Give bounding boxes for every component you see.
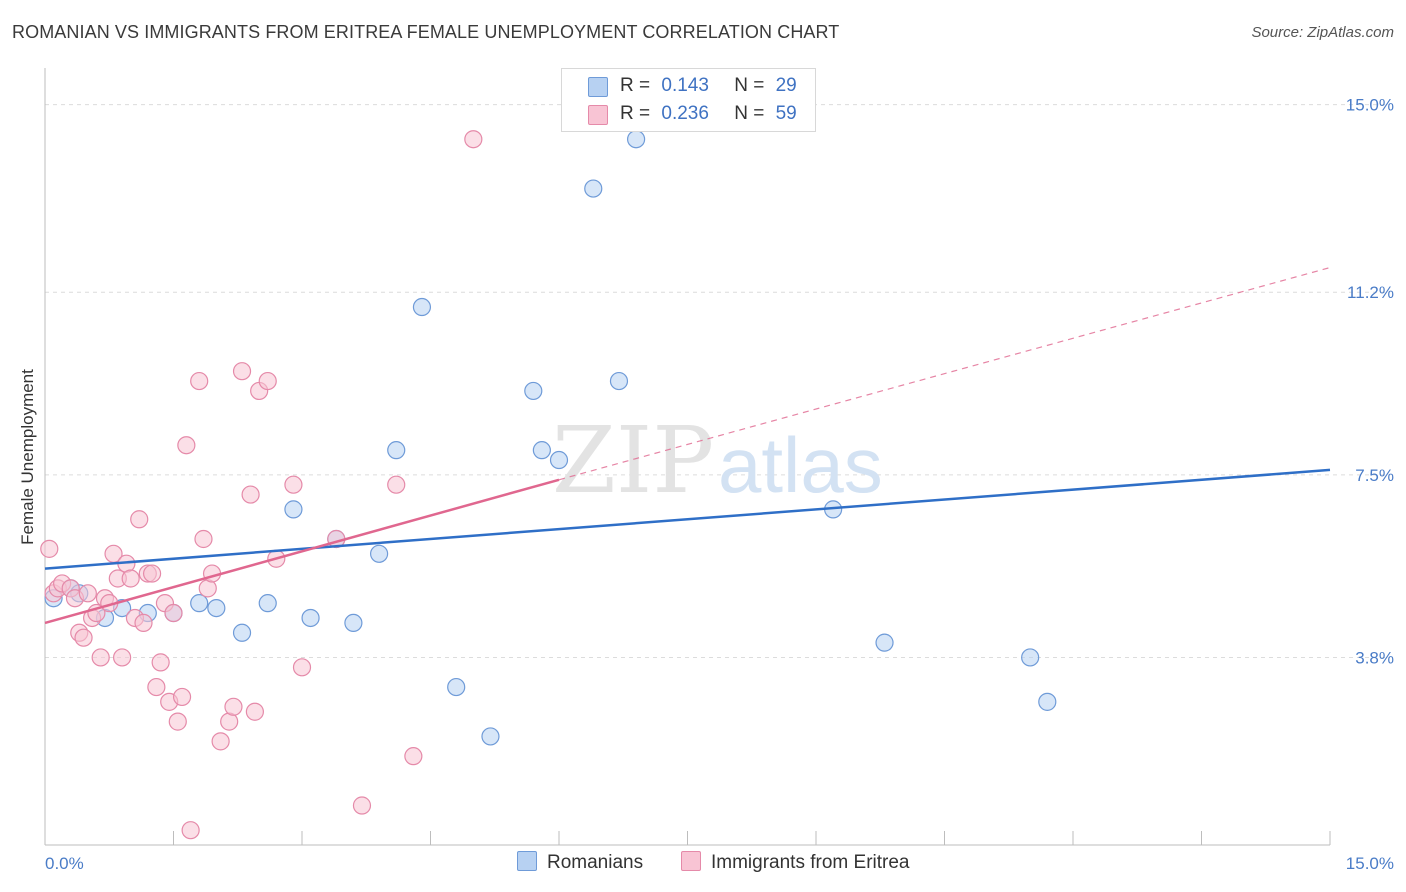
legend-r-value-romanians: 0.143 (661, 75, 709, 96)
eritrea-point (245, 702, 264, 721)
eritrea-point (241, 485, 260, 504)
romanians-point (447, 677, 466, 697)
romanians-point (284, 500, 303, 519)
eritrea-point (190, 371, 209, 391)
eritrea-point (74, 628, 93, 647)
x-tick-label-min: 0.0% (45, 854, 84, 873)
eritrea-points (40, 130, 483, 840)
y-tick-label: 15.0% (1346, 96, 1394, 115)
eritrea-point (181, 821, 200, 840)
eritrea-point (164, 603, 183, 623)
eritrea-point (464, 130, 483, 149)
x-axis-ticks (173, 831, 1331, 845)
bottom-legend-label-eritrea: Immigrants from Eritrea (711, 852, 910, 873)
eritrea-point (232, 362, 252, 381)
romanians-point (626, 130, 646, 149)
eritrea-point (147, 677, 166, 697)
romanians-point (1038, 692, 1057, 711)
y-axis-label: Female Unemployment (18, 369, 37, 545)
eritrea-point (177, 436, 196, 455)
y-tick-label: 7.5% (1355, 466, 1394, 485)
romanians-point (412, 297, 432, 317)
watermark: ZIP atlas (552, 407, 883, 514)
chart-source: Source: ZipAtlas.com (1251, 24, 1394, 41)
eritrea-point (387, 475, 406, 494)
eritrea-point (78, 584, 97, 603)
eritrea-point (172, 687, 192, 707)
romanians-points (44, 130, 1057, 746)
grid-lines (45, 104, 1390, 658)
romanians-point (207, 598, 226, 618)
eritrea-point (292, 658, 312, 677)
legend-n-label: N = (734, 103, 765, 124)
eritrea-point (284, 475, 303, 494)
romanians-point (258, 594, 277, 613)
watermark-zip: ZIP (552, 407, 714, 514)
eritrea-point (404, 747, 423, 766)
trend-lines (44, 266, 1331, 625)
eritrea-point (258, 371, 277, 391)
eritrea-trend-line (44, 478, 560, 625)
legend-r-label: R = (620, 103, 651, 124)
romanians-point (524, 381, 543, 401)
romanians-point (875, 633, 894, 652)
eritrea-trend-extension (558, 266, 1331, 481)
bottom-legend-eritrea: Immigrants from Eritrea (681, 851, 909, 874)
legend-n-value-eritrea: 59 (775, 103, 797, 124)
romanians-point (387, 441, 406, 460)
romanians-point (190, 594, 209, 613)
legend-n-value-romanians: 29 (775, 75, 797, 96)
romanians-point (301, 608, 320, 628)
eritrea-point (151, 653, 170, 672)
eritrea-point (352, 796, 372, 815)
romanians-trend-line (44, 468, 1331, 570)
eritrea-point (121, 569, 140, 588)
legend-swatch-eritrea (588, 105, 608, 125)
y-tick-label: 11.2% (1347, 283, 1394, 302)
eritrea-point (91, 648, 110, 667)
romanians-point (232, 623, 252, 642)
romanians-point (532, 441, 551, 460)
bottom-legend-romanians: Romanians (517, 851, 643, 874)
legend: R = 0.143 N = 29 R = 0.236 N = 59 (561, 68, 816, 132)
romanians-point (481, 727, 500, 746)
romanians-point (549, 450, 569, 470)
legend-n-label: N = (734, 75, 765, 96)
romanians-point (609, 371, 629, 391)
eritrea-point (142, 564, 162, 583)
eritrea-point (112, 648, 132, 667)
legend-r-value-eritrea: 0.236 (661, 103, 709, 124)
eritrea-point (194, 529, 213, 549)
romanians-point (1021, 648, 1040, 667)
bottom-legend-label-romanians: Romanians (547, 852, 644, 873)
legend-r-label: R = (620, 75, 651, 96)
romanians-point (344, 613, 363, 633)
eritrea-point (224, 697, 243, 716)
x-tick-label-max: 15.0% (1346, 854, 1394, 873)
y-axis-tick-labels: 3.8% 7.5% 11.2% 15.0% (1346, 96, 1394, 668)
chart-title: ROMANIAN VS IMMIGRANTS FROM ERITREA FEMA… (12, 22, 840, 42)
legend-swatch-romanians (588, 77, 608, 97)
eritrea-point (134, 613, 153, 633)
eritrea-point (130, 510, 149, 529)
y-tick-label: 3.8% (1355, 648, 1394, 667)
watermark-atlas: atlas (718, 421, 883, 509)
romanians-point (584, 179, 603, 198)
eritrea-point (168, 712, 187, 731)
bottom-legend-swatch-romanians (517, 851, 537, 871)
eritrea-point (211, 732, 230, 751)
eritrea-point (40, 539, 59, 558)
bottom-legend-swatch-eritrea (681, 851, 701, 871)
romanians-point (370, 544, 389, 563)
